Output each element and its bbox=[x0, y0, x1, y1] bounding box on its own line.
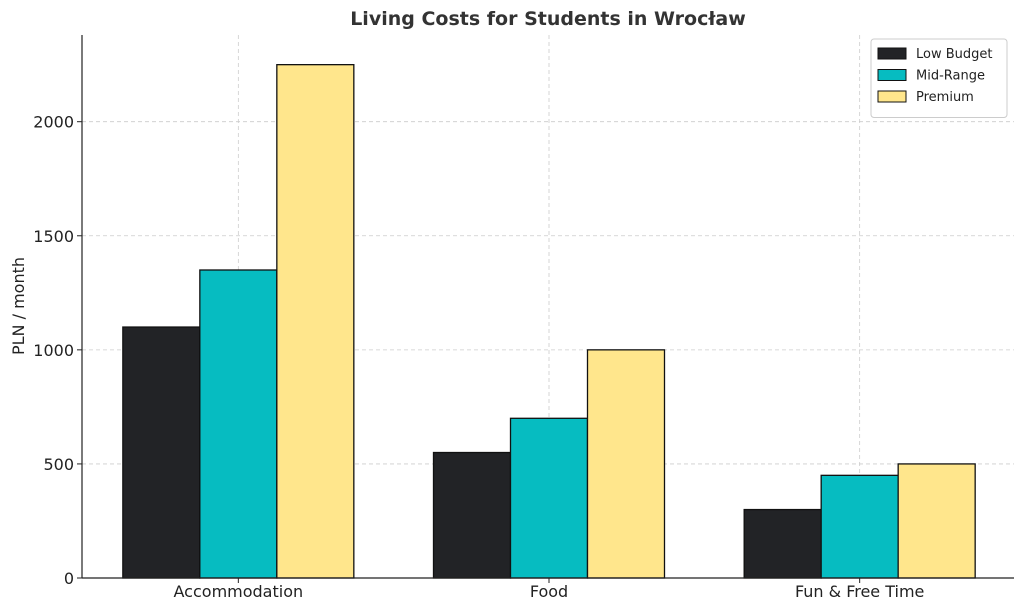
y-axis-label: PLN / month bbox=[9, 257, 28, 355]
legend-label: Premium bbox=[916, 90, 974, 105]
bar-mid-range-accommodation bbox=[199, 269, 278, 579]
y-tick-label: 0 bbox=[64, 569, 74, 588]
chart-title: Living Costs for Students in Wrocław bbox=[350, 8, 746, 30]
y-tick-label: 1000 bbox=[33, 341, 74, 360]
bar-low-budget-food bbox=[432, 451, 512, 579]
tick-labels: 0 500 1000 1500 2000 Accommodation Food Fun & F… bbox=[33, 113, 924, 601]
bar-premium-food bbox=[586, 349, 666, 579]
bar-low-budget-fun-free-time bbox=[743, 508, 822, 579]
legend-swatch bbox=[877, 69, 907, 81]
bar-mid-range-food bbox=[509, 417, 589, 579]
bar-mid-range-fun-free-time bbox=[820, 474, 899, 579]
bar-low-budget-accommodation bbox=[122, 326, 201, 579]
x-tick-label: Accommodation bbox=[174, 582, 304, 601]
bars bbox=[122, 64, 976, 579]
bar-premium-accommodation bbox=[276, 64, 355, 579]
legend-label: Mid-Range bbox=[916, 69, 985, 84]
legend-swatch bbox=[877, 47, 907, 60]
y-tick-label: 1500 bbox=[33, 227, 74, 246]
legend-label: Low Budget bbox=[916, 47, 993, 62]
y-tick-label: 2000 bbox=[33, 113, 74, 132]
bar-premium-fun-free-time bbox=[897, 463, 976, 579]
legend-swatch bbox=[877, 90, 907, 103]
x-tick-label: Fun & Free Time bbox=[795, 582, 924, 601]
legend: Low Budget Mid-Range Premium bbox=[870, 38, 1008, 118]
y-tick-label: 500 bbox=[43, 455, 74, 474]
axes bbox=[77, 35, 1014, 583]
x-tick-label: Food bbox=[530, 582, 568, 601]
